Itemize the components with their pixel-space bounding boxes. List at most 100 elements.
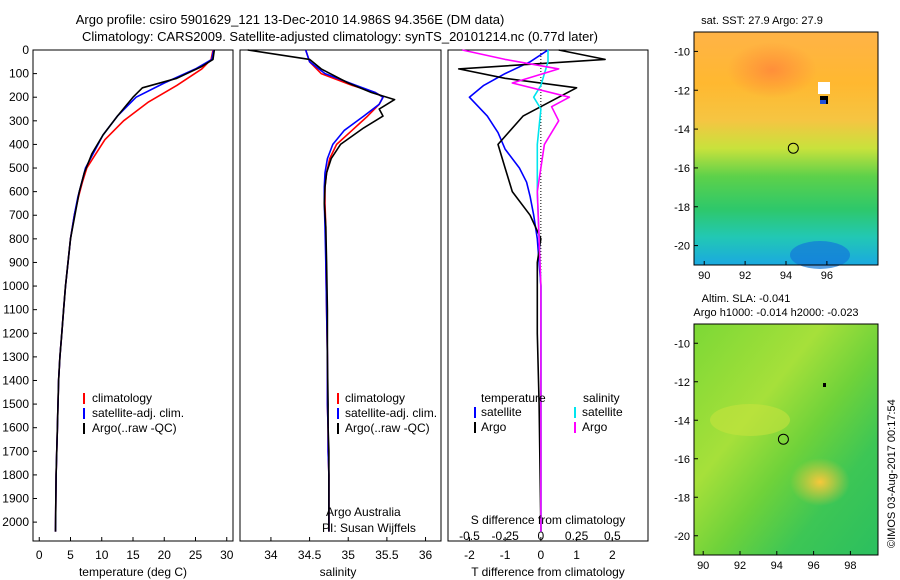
- depth-tick-label: 1800: [2, 468, 29, 482]
- sst-map-panel: sat. SST: 27.9 Argo: 27.9 90 92 94 96 -10 -12…: [674, 15, 879, 282]
- map-y-tick-label: -12: [674, 85, 690, 97]
- sst-blue-cell: [820, 100, 826, 104]
- sla-map-axes: 90 92 94 96 98 -10 -12 -14 -16 -18 -20: [674, 338, 856, 572]
- legend-s-satellite: satellite: [582, 405, 623, 419]
- depth-tick-label: 600: [9, 185, 29, 199]
- sla-data-dot: [823, 383, 826, 387]
- depth-tick-label: 1000: [2, 279, 29, 293]
- salinity-x-label: salinity: [320, 565, 357, 579]
- x-tick-label: 1: [573, 548, 580, 562]
- sla-field: [694, 324, 878, 555]
- depth-tick-label: 500: [9, 161, 29, 175]
- x-tick-label: 10: [95, 548, 109, 562]
- temperature-legend: climatology satellite-adj. clim. Argo(..…: [83, 391, 184, 435]
- x-tick-label: 0: [538, 548, 545, 562]
- difference-plot-frame: [447, 49, 649, 542]
- map-x-tick-label: 90: [697, 560, 709, 572]
- sst-float-position-marker: [787, 142, 799, 154]
- map-y-tick-label: -14: [674, 124, 690, 136]
- x-tick-label: 0: [36, 548, 43, 562]
- depth-tick-label: 900: [9, 255, 29, 269]
- legend-temperature-header: temperature: [481, 391, 546, 405]
- depth-tick-label: 700: [9, 208, 29, 222]
- map-y-tick-label: -10: [674, 338, 690, 350]
- salinity-plot-frame: [239, 49, 442, 542]
- pi-label: PI: Susan Wijffels: [322, 521, 416, 535]
- map-y-tick-label: -18: [674, 202, 690, 214]
- difference-legend: temperature salinity satellite Argo sate…: [474, 391, 623, 434]
- x-tick-label: 36: [419, 548, 433, 562]
- altim-sla-label: Altim. SLA: -0.041: [702, 293, 791, 305]
- depth-tick-label: 1300: [2, 350, 29, 364]
- x-tick-label: -2: [464, 548, 475, 562]
- map-x-tick-label: 90: [698, 270, 710, 282]
- series-line-argo-raw-qc-: [54, 49, 216, 532]
- map-x-tick-label: 94: [771, 560, 783, 572]
- s-tick-label: 0.5: [604, 529, 621, 543]
- s-difference-label: S difference from climatology: [471, 513, 626, 527]
- salinity-legend: climatology satellite-adj. clim. Argo(..…: [337, 391, 437, 435]
- s-tick-label: -0.25: [491, 529, 519, 543]
- sst-land-mask: [818, 82, 830, 94]
- legend-t-argo: Argo: [481, 420, 507, 434]
- sst-title: sat. SST: 27.9 Argo: 27.9: [701, 15, 823, 27]
- temperature-x-axis: 0 5 10 15 20 25 30: [36, 537, 234, 562]
- depth-tick-label: 2000: [2, 515, 29, 529]
- depth-tick-label: 1400: [2, 373, 29, 387]
- temperature-x-label: temperature (deg C): [79, 565, 187, 579]
- map-y-tick-label: -10: [674, 46, 690, 58]
- depth-tick-label: 1700: [2, 444, 29, 458]
- x-tick-label: 34: [264, 548, 278, 562]
- s-tick-label: 0: [538, 529, 545, 543]
- salinity-x-axis: 34 34.5 35 35.5 36: [264, 537, 433, 562]
- x-tick-label: 2: [609, 548, 616, 562]
- depth-tick-label: 1100: [3, 303, 29, 317]
- sst-warm-patch: [727, 42, 817, 98]
- map-x-tick-label: 92: [739, 270, 751, 282]
- map-x-tick-label: 98: [844, 560, 856, 572]
- depth-tick-label: 400: [9, 137, 29, 151]
- depth-tick-label: 100: [9, 67, 29, 81]
- legend-argo: Argo(..raw -QC): [345, 421, 430, 435]
- depth-tick-label: 300: [9, 114, 29, 128]
- legend-climatology: climatology: [345, 391, 405, 405]
- map-y-tick-label: -12: [674, 377, 690, 389]
- difference-lines: [457, 49, 606, 532]
- argo-australia-label: Argo Australia: [326, 505, 401, 519]
- map-x-tick-label: 96: [821, 270, 833, 282]
- depth-tick-label: 800: [9, 232, 29, 246]
- temperature-panel: 0100200300400500600700800900100011001200…: [2, 43, 233, 579]
- legend-argo: Argo(..raw -QC): [92, 421, 177, 435]
- temperature-plot-frame: [32, 49, 234, 542]
- series-line-s-argo: [462, 49, 571, 532]
- map-y-tick-label: -20: [674, 531, 690, 543]
- sla-float-position-marker: [777, 433, 789, 445]
- x-tick-label: 20: [158, 548, 172, 562]
- s-tick-label: -0.5: [459, 529, 480, 543]
- x-tick-label: -1: [500, 548, 511, 562]
- x-tick-label: 30: [220, 548, 234, 562]
- depth-tick-label: 1200: [2, 326, 29, 340]
- x-tick-label: 35.5: [375, 548, 399, 562]
- difference-panel: -2 -1 0 1 2 -0.5 -0.25 0 0.25 0.5 S difference f…: [447, 49, 649, 579]
- series-line-argo-raw-qc-: [247, 49, 396, 532]
- map-x-tick-label: 94: [780, 270, 792, 282]
- x-tick-label: 34.5: [298, 548, 322, 562]
- sla-frame: [693, 323, 879, 556]
- s-difference-x-axis: -0.5 -0.25 0 0.25 0.5: [459, 529, 621, 543]
- legend-t-satellite: satellite: [481, 405, 522, 419]
- map-y-tick-label: -16: [674, 454, 690, 466]
- map-y-tick-label: -14: [674, 415, 690, 427]
- legend-climatology: climatology: [92, 391, 152, 405]
- title-line-1: Argo profile: csiro 5901629_121 13-Dec-2…: [76, 12, 505, 27]
- sst-map-axes: 90 92 94 96 -10 -12 -14 -16 -18 -20: [674, 46, 833, 282]
- sla-map-panel: Altim. SLA: -0.041 Argo h1000: -0.014 h2…: [674, 293, 879, 572]
- temperature-lines: [54, 49, 216, 532]
- s-tick-label: 0.25: [565, 529, 589, 543]
- depth-tick-label: 1900: [2, 492, 29, 506]
- depth-tick-label: 1500: [2, 397, 29, 411]
- t-difference-label: T difference from climatology: [471, 565, 625, 579]
- map-y-tick-label: -18: [674, 492, 690, 504]
- sst-cool-patch: [790, 241, 850, 269]
